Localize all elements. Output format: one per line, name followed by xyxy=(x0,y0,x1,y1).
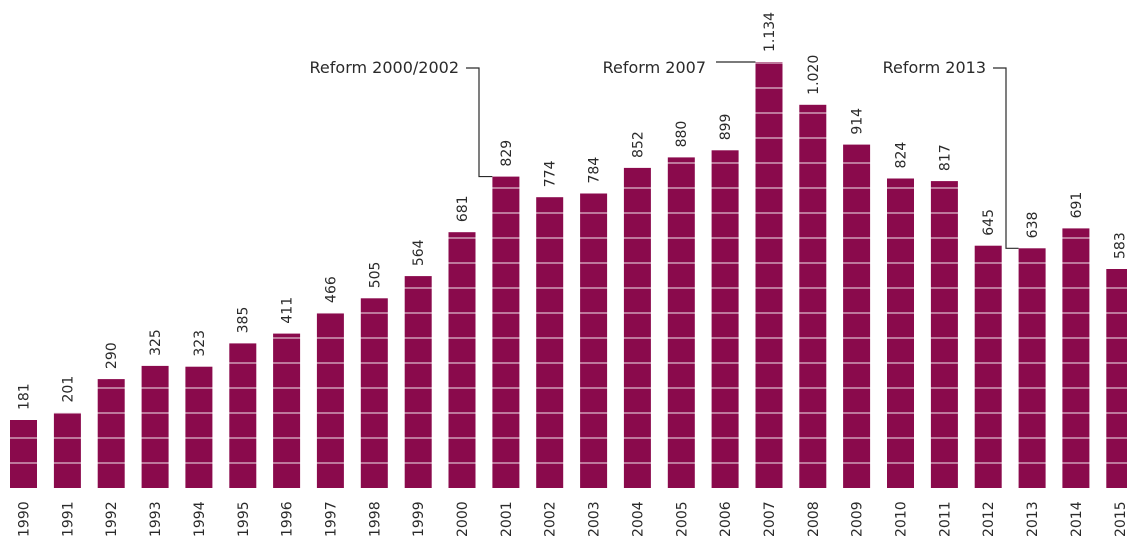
bar-1994 xyxy=(185,366,213,488)
bar-2014 xyxy=(1062,228,1090,488)
category-label-2013: 2013 xyxy=(1025,501,1041,537)
bar-2009 xyxy=(843,144,871,488)
value-label-2002: 774 xyxy=(543,160,559,187)
bar-2006 xyxy=(711,150,739,489)
bar-1993 xyxy=(141,365,169,488)
value-label-2015: 583 xyxy=(1113,232,1127,259)
category-label-2009: 2009 xyxy=(850,501,866,537)
value-label-1991: 201 xyxy=(60,376,76,403)
value-label-2012: 645 xyxy=(981,209,997,236)
value-label-1996: 411 xyxy=(280,297,296,324)
value-labels: 181 201 290 325 323 385 411 466 505 564 681 829 774 7… xyxy=(17,12,1127,410)
bar-1998 xyxy=(360,298,388,488)
value-label-2003: 784 xyxy=(587,157,603,184)
gridlines xyxy=(0,62,1127,464)
category-label-2007: 2007 xyxy=(762,501,778,537)
category-label-1993: 1993 xyxy=(148,501,164,537)
bar-1997 xyxy=(316,312,344,488)
value-label-1994: 323 xyxy=(192,330,208,357)
category-label-2002: 2002 xyxy=(543,501,559,537)
value-label-2014: 691 xyxy=(1069,192,1085,219)
value-label-2005: 880 xyxy=(674,121,690,148)
category-label-2004: 2004 xyxy=(630,501,646,537)
category-label-1997: 1997 xyxy=(323,501,339,537)
category-label-1995: 1995 xyxy=(236,501,252,537)
bar-2000 xyxy=(448,232,476,488)
bar-2002 xyxy=(536,197,564,488)
value-label-1990: 181 xyxy=(17,383,33,410)
bar-2015 xyxy=(1106,269,1127,488)
category-label-2008: 2008 xyxy=(806,501,822,537)
category-label-1990: 1990 xyxy=(17,501,33,537)
value-label-1992: 290 xyxy=(104,342,120,369)
category-label-2005: 2005 xyxy=(674,501,690,537)
category-label-2011: 2011 xyxy=(937,501,953,537)
category-label-2015: 2015 xyxy=(1113,501,1127,537)
bar-1995 xyxy=(229,343,257,488)
value-label-1999: 564 xyxy=(411,239,427,266)
value-label-2007: 1.134 xyxy=(762,12,778,52)
annotations: Reform 2000/2002 Reform 2007 Reform 2013 xyxy=(310,58,1019,249)
value-label-2009: 914 xyxy=(850,108,866,135)
category-label-1992: 1992 xyxy=(104,501,120,537)
bar-2011 xyxy=(930,181,958,488)
annotation-text-2001: Reform 2000/2002 xyxy=(310,58,459,77)
category-label-2006: 2006 xyxy=(718,501,734,537)
bar-2008 xyxy=(799,104,827,489)
bar-2013 xyxy=(1018,248,1046,488)
value-label-2013: 638 xyxy=(1025,212,1041,239)
annotation-line-2013 xyxy=(993,67,1019,249)
category-label-2014: 2014 xyxy=(1069,501,1085,537)
bar-1999 xyxy=(404,276,432,488)
category-label-1999: 1999 xyxy=(411,501,427,537)
annotation-text-2013: Reform 2013 xyxy=(883,58,986,77)
annotation-text-2007: Reform 2007 xyxy=(603,58,706,77)
bar-1991 xyxy=(53,412,81,488)
value-label-2000: 681 xyxy=(455,195,471,222)
category-label-1991: 1991 xyxy=(60,501,76,537)
bar-1992 xyxy=(97,379,125,488)
value-label-2011: 817 xyxy=(937,144,953,171)
category-labels: 1990 1991 1992 1993 1994 1995 1996 1997 1998 1999… xyxy=(17,501,1127,537)
bar-2003 xyxy=(580,193,608,488)
category-label-2010: 2010 xyxy=(894,501,910,537)
value-label-1993: 325 xyxy=(148,329,164,356)
value-label-2010: 824 xyxy=(894,142,910,169)
category-label-2003: 2003 xyxy=(587,501,603,537)
category-label-1994: 1994 xyxy=(192,501,208,537)
value-label-2001: 829 xyxy=(499,140,515,167)
category-label-2012: 2012 xyxy=(981,501,997,537)
bars xyxy=(10,62,1127,489)
bar-2007 xyxy=(755,62,783,488)
bar-2004 xyxy=(623,167,651,488)
value-label-2006: 899 xyxy=(718,114,734,141)
bar-1990 xyxy=(10,420,37,488)
category-label-1996: 1996 xyxy=(280,501,296,537)
value-label-2008: 1.020 xyxy=(806,55,822,95)
value-label-1995: 385 xyxy=(236,307,252,334)
annotation-line-2001 xyxy=(466,67,493,178)
category-label-2000: 2000 xyxy=(455,501,471,537)
value-label-1998: 505 xyxy=(367,262,383,289)
bar-2012 xyxy=(974,245,1002,488)
category-label-1998: 1998 xyxy=(367,501,383,537)
bar-2001 xyxy=(492,176,520,488)
bar-1996 xyxy=(273,333,301,488)
value-label-1997: 466 xyxy=(323,276,339,303)
category-label-2001: 2001 xyxy=(499,501,515,537)
bar-2010 xyxy=(887,178,914,488)
value-label-2004: 852 xyxy=(630,131,646,158)
